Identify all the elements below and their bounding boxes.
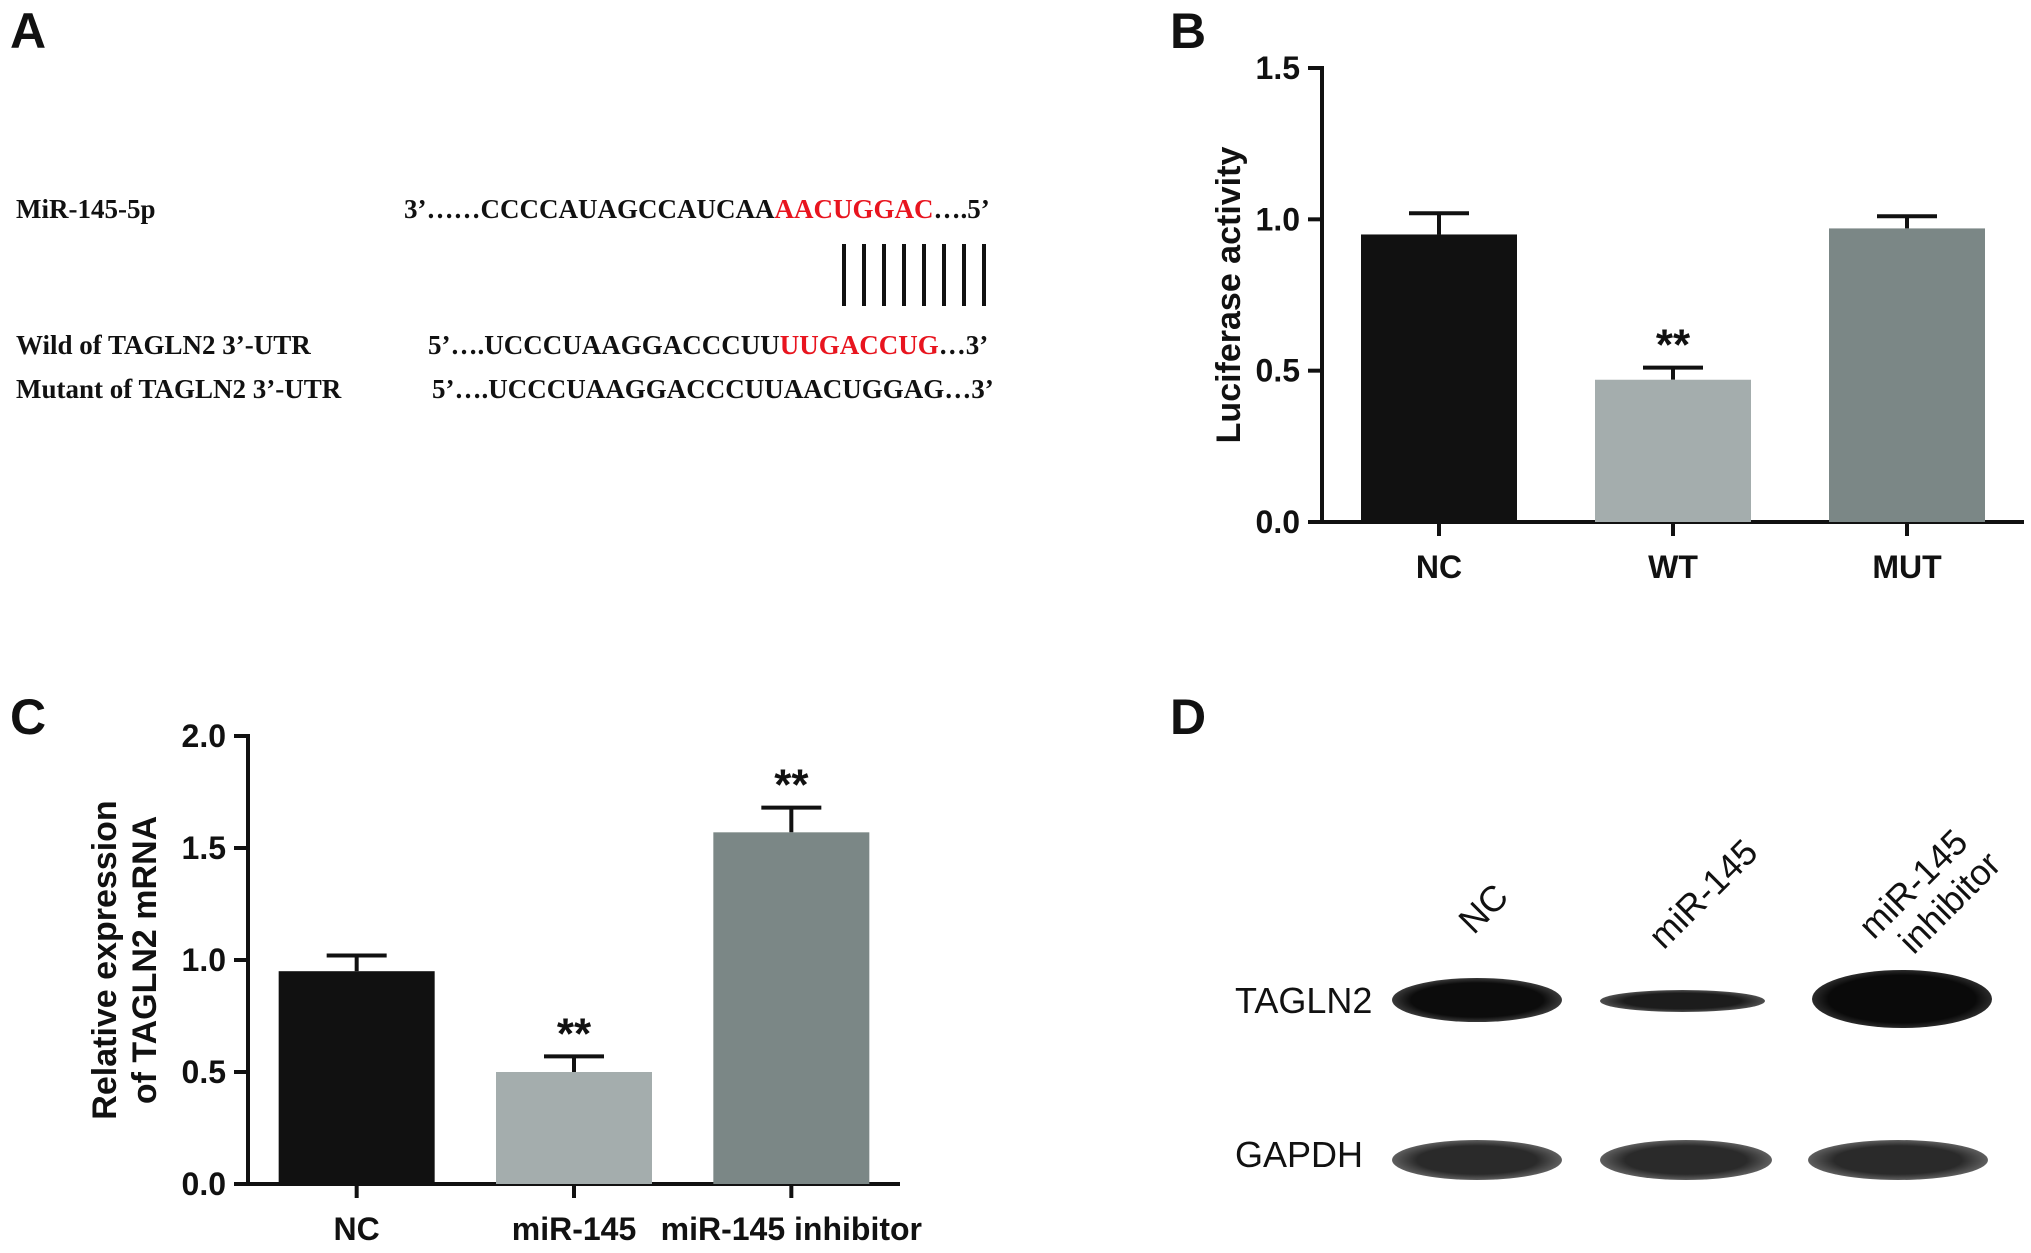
- chart-c: 0.0 0.5 1.0 1.5 2.0 NC miR-145 ** miR-145 inhibi…: [86, 718, 922, 1247]
- seed-region: AACUGGAC: [774, 194, 934, 224]
- y-axis-label-line: of TAGLN2 mRNA: [126, 816, 164, 1104]
- y-tick-label: 0.5: [1256, 353, 1300, 389]
- y-axis-label-line: Relative expression: [86, 800, 124, 1119]
- significance-marker: **: [1656, 321, 1691, 370]
- band-gapdh-inhibitor: [1808, 1140, 1988, 1180]
- chart-b: 0.0 0.5 1.0 1.5 NC WT ** MUT Luciferase activity: [1210, 50, 2024, 585]
- bar-wt: [1595, 379, 1751, 522]
- blot-row-gapdh: GAPDH: [1235, 1134, 1364, 1175]
- y-tick-label: 1.5: [1256, 50, 1300, 86]
- panel-letter-c: C: [10, 689, 47, 745]
- blot-lane-nc: NC: [1450, 875, 1517, 942]
- sequence-mir145: 3’……CCCCAUAGCCAUCAAAACUGGAC….5’: [404, 194, 990, 225]
- sequence-label-wild: Wild of TAGLN2 3’-UTR: [16, 330, 311, 360]
- band-tagln2-nc: [1392, 978, 1562, 1022]
- y-tick-label: 1.5: [182, 830, 226, 866]
- y-tick-label: 2.0: [182, 718, 226, 754]
- sequence-wild: 5’….UCCCUAAGGACCCUUUUGACCUG…3’: [428, 330, 988, 361]
- x-tick-label: NC: [1416, 549, 1462, 585]
- y-axis-label: Luciferase activity: [1210, 147, 1248, 444]
- y-tick-label: 0.5: [182, 1054, 226, 1090]
- blot-row-tagln2: TAGLN2: [1235, 980, 1373, 1021]
- sequence-mutant: 5’….UCCCUAAGGACCCUUAACUGGAG…3’: [432, 374, 994, 404]
- blot-lane-mir145: miR-145: [1640, 831, 1766, 957]
- pairing-lines-svg: [842, 244, 986, 306]
- sequence-label-mutant: Mutant of TAGLN2 3’-UTR: [16, 374, 342, 404]
- band-gapdh-nc: [1392, 1140, 1562, 1180]
- band-tagln2-inhibitor: [1812, 970, 1992, 1028]
- significance-marker: **: [774, 761, 809, 810]
- sequence-end: ….5’: [933, 194, 990, 224]
- x-tick-label: WT: [1648, 549, 1698, 585]
- x-tick-label: MUT: [1872, 549, 1942, 585]
- y-tick-label: 1.0: [182, 942, 226, 978]
- sequence-plain: 3’……CCCCAUAGCCAUCAA: [404, 194, 775, 224]
- panel-letter-d: D: [1170, 689, 1207, 745]
- sequence-plain: 5’….UCCCUAAGGACCCUU: [428, 330, 780, 360]
- bar-nc: [1361, 234, 1517, 522]
- base-pairing-lines: [838, 240, 998, 310]
- band-tagln2-mir145: [1600, 990, 1765, 1012]
- bar-nc: [278, 971, 435, 1184]
- panel-letter-a: A: [10, 3, 47, 59]
- bar-mir-145-inhibitor: [713, 832, 870, 1184]
- x-tick-label: miR-145: [512, 1211, 637, 1247]
- significance-marker: **: [557, 1009, 592, 1058]
- y-tick-label: 0.0: [182, 1166, 226, 1202]
- y-tick-label: 0.0: [1256, 504, 1300, 540]
- binding-site: UUGACCUG: [779, 330, 939, 360]
- y-tick-label: 1.0: [1256, 201, 1300, 237]
- x-tick-label: NC: [334, 1211, 380, 1247]
- band-gapdh-mir145: [1600, 1140, 1772, 1180]
- bar-mir-145: [496, 1072, 652, 1184]
- x-tick-label: miR-145 inhibitor: [661, 1211, 922, 1247]
- sequence-end: …3’: [938, 330, 989, 360]
- sequence-label-mir145: MiR-145-5p: [16, 194, 156, 224]
- panel-letter-b: B: [1170, 3, 1207, 59]
- bar-mut: [1829, 228, 1985, 522]
